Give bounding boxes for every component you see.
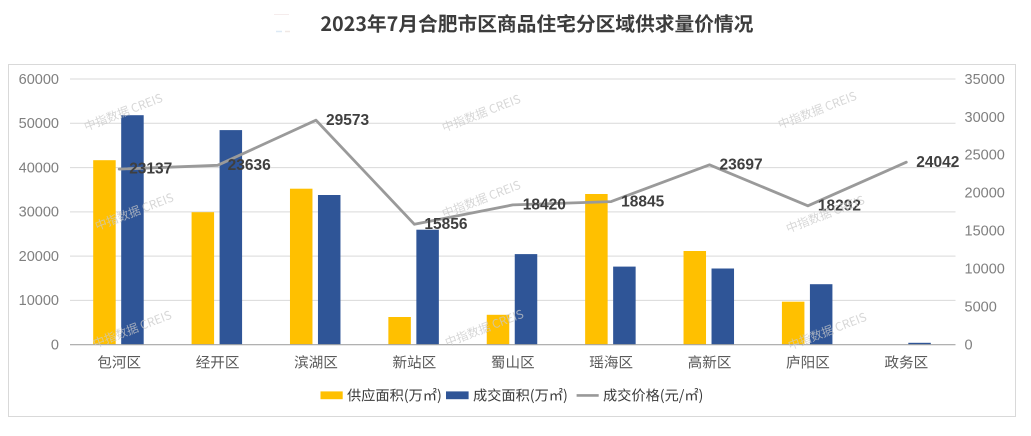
- svg-text:40000: 40000: [19, 160, 59, 176]
- svg-text:30000: 30000: [19, 205, 59, 221]
- svg-text:23137: 23137: [129, 161, 172, 178]
- svg-text:30000: 30000: [965, 110, 1005, 126]
- svg-text:15856: 15856: [424, 216, 467, 233]
- svg-text:20000: 20000: [19, 249, 59, 265]
- svg-text:23636: 23636: [228, 157, 271, 174]
- svg-text:29573: 29573: [326, 112, 369, 129]
- svg-text:10000: 10000: [965, 262, 1005, 278]
- svg-text:35000: 35000: [965, 72, 1005, 88]
- svg-text:10000: 10000: [19, 293, 59, 309]
- svg-text:5000: 5000: [965, 300, 997, 316]
- svg-text:24042: 24042: [916, 154, 959, 171]
- svg-text:0: 0: [965, 338, 973, 354]
- svg-text:18845: 18845: [621, 193, 664, 210]
- svg-text:0: 0: [51, 338, 59, 354]
- svg-text:23697: 23697: [720, 157, 763, 174]
- svg-text:25000: 25000: [965, 148, 1005, 164]
- svg-text:60000: 60000: [19, 72, 59, 88]
- svg-text:18420: 18420: [523, 197, 566, 214]
- svg-text:15000: 15000: [965, 224, 1005, 240]
- svg-text:50000: 50000: [19, 116, 59, 132]
- svg-text:20000: 20000: [965, 186, 1005, 202]
